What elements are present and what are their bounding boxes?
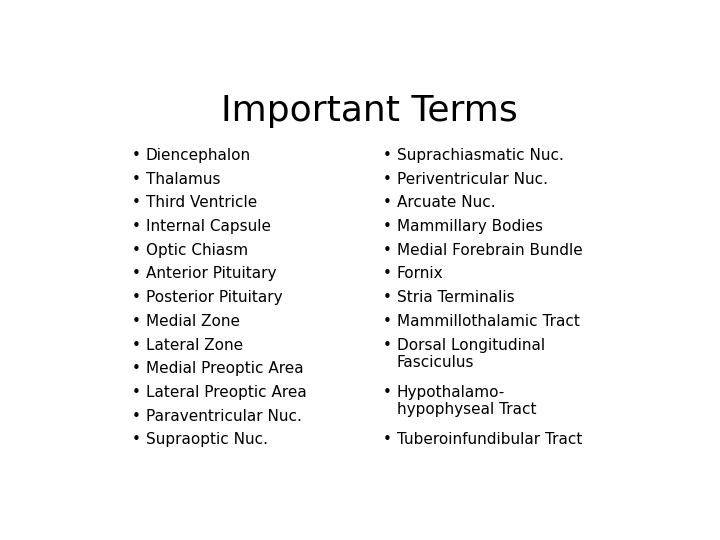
Text: Supraoptic Nuc.: Supraoptic Nuc. [145, 433, 268, 447]
Text: Posterior Pituitary: Posterior Pituitary [145, 290, 282, 305]
Text: •: • [383, 385, 392, 400]
Text: •: • [383, 172, 392, 187]
Text: Medial Preoptic Area: Medial Preoptic Area [145, 361, 303, 376]
Text: •: • [383, 290, 392, 305]
Text: Suprachiasmatic Nuc.: Suprachiasmatic Nuc. [397, 148, 564, 163]
Text: •: • [383, 243, 392, 258]
Text: Optic Chiasm: Optic Chiasm [145, 243, 248, 258]
Text: •: • [132, 195, 140, 211]
Text: •: • [132, 314, 140, 329]
Text: •: • [383, 219, 392, 234]
Text: Third Ventricle: Third Ventricle [145, 195, 257, 211]
Text: Hypothalamo-
hypophyseal Tract: Hypothalamo- hypophyseal Tract [397, 385, 536, 417]
Text: Stria Terminalis: Stria Terminalis [397, 290, 515, 305]
Text: Paraventricular Nuc.: Paraventricular Nuc. [145, 409, 302, 424]
Text: •: • [383, 338, 392, 353]
Text: •: • [132, 385, 140, 400]
Text: Medial Zone: Medial Zone [145, 314, 240, 329]
Text: •: • [132, 243, 140, 258]
Text: Thalamus: Thalamus [145, 172, 220, 187]
Text: •: • [132, 172, 140, 187]
Text: •: • [383, 314, 392, 329]
Text: •: • [383, 266, 392, 281]
Text: Dorsal Longitudinal
Fasciculus: Dorsal Longitudinal Fasciculus [397, 338, 545, 370]
Text: Periventricular Nuc.: Periventricular Nuc. [397, 172, 548, 187]
Text: Fornix: Fornix [397, 266, 444, 281]
Text: Important Terms: Important Terms [220, 94, 518, 128]
Text: Arcuate Nuc.: Arcuate Nuc. [397, 195, 495, 211]
Text: Internal Capsule: Internal Capsule [145, 219, 271, 234]
Text: •: • [132, 219, 140, 234]
Text: Lateral Preoptic Area: Lateral Preoptic Area [145, 385, 307, 400]
Text: •: • [132, 338, 140, 353]
Text: Tuberoinfundibular Tract: Tuberoinfundibular Tract [397, 433, 582, 447]
Text: •: • [132, 409, 140, 424]
Text: Medial Forebrain Bundle: Medial Forebrain Bundle [397, 243, 582, 258]
Text: •: • [132, 266, 140, 281]
Text: Lateral Zone: Lateral Zone [145, 338, 243, 353]
Text: •: • [383, 433, 392, 447]
Text: Anterior Pituitary: Anterior Pituitary [145, 266, 276, 281]
Text: Diencephalon: Diencephalon [145, 148, 251, 163]
Text: Mammillary Bodies: Mammillary Bodies [397, 219, 543, 234]
Text: •: • [132, 433, 140, 447]
Text: •: • [132, 290, 140, 305]
Text: •: • [383, 195, 392, 211]
Text: •: • [132, 361, 140, 376]
Text: •: • [132, 148, 140, 163]
Text: •: • [383, 148, 392, 163]
Text: Mammillothalamic Tract: Mammillothalamic Tract [397, 314, 580, 329]
